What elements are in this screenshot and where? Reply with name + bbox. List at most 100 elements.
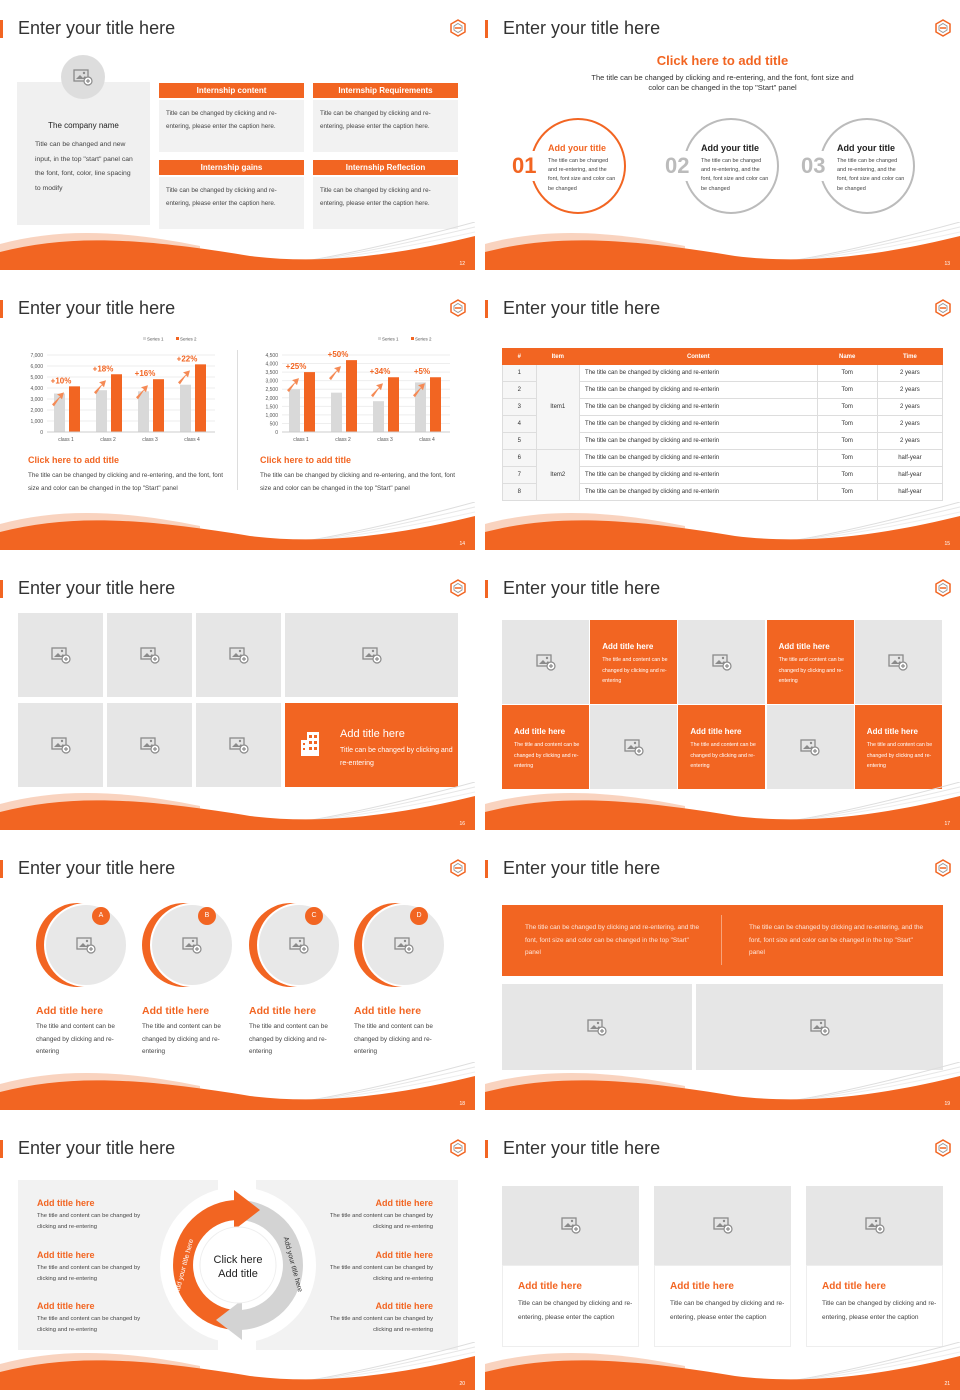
chart-divider — [237, 350, 238, 490]
image-icon — [587, 1018, 607, 1036]
image-placeholder[interactable] — [362, 903, 446, 987]
growth-arrow — [413, 383, 425, 398]
slide-title[interactable]: Enter your title here — [18, 1138, 176, 1158]
column-header[interactable]: Time — [876, 348, 944, 365]
image-icon — [361, 646, 382, 664]
image-placeholder[interactable] — [678, 620, 766, 704]
right-item-title: Add title here — [375, 1198, 433, 1208]
slide-title[interactable]: Enter your title here — [503, 18, 661, 38]
column-header[interactable]: # — [502, 348, 537, 365]
slide-title[interactable]: Enter your title here — [503, 858, 661, 878]
image-placeholder[interactable] — [502, 620, 589, 704]
slide-21[interactable]: Add title here Title can be changed by cl… — [485, 1120, 960, 1390]
image-placeholder[interactable] — [854, 620, 942, 704]
image-icon — [73, 68, 93, 86]
image-placeholder[interactable] — [107, 703, 192, 787]
center-text: Click here — [214, 1254, 263, 1266]
x-tick-label: class 3 — [377, 437, 393, 443]
slide-title[interactable]: Enter your title here — [503, 298, 661, 318]
card-title: Add title here — [518, 1281, 582, 1292]
image-placeholder[interactable] — [18, 703, 103, 787]
title-accent-bar — [485, 580, 488, 598]
slide-18[interactable]: A Add title here The title and content can… — [0, 840, 475, 1110]
image-placeholder[interactable] — [44, 903, 128, 987]
image-placeholder[interactable] — [150, 903, 234, 987]
bar-series-2 — [195, 364, 206, 432]
slide-19[interactable]: The title can be changed by clicking and… — [485, 840, 960, 1110]
orange-tile[interactable] — [678, 705, 766, 789]
image-placeholder[interactable] — [654, 1186, 791, 1265]
bar-series-2 — [153, 379, 164, 432]
slide-title[interactable]: Enter your title here — [18, 18, 176, 38]
legend-swatch — [411, 337, 414, 340]
logo-icon — [934, 579, 952, 597]
time-cell: 2 years — [876, 415, 944, 433]
orange-tile[interactable] — [766, 620, 854, 704]
image-placeholder[interactable] — [196, 613, 281, 697]
y-tick-label: 2,000 — [30, 408, 43, 414]
bottom-wave-decoration — [485, 501, 960, 550]
legend-label: Series 2 — [415, 337, 432, 342]
name-cell: Tom — [816, 415, 878, 433]
image-placeholder[interactable] — [285, 613, 458, 697]
growth-label: +18% — [93, 364, 114, 373]
image-icon — [560, 1217, 581, 1234]
building-icon — [298, 730, 326, 763]
y-tick-label: 2,000 — [265, 396, 278, 402]
x-tick-label: class 2 — [335, 437, 351, 443]
arrowhead-icon — [234, 1190, 260, 1230]
bar-series-2 — [304, 372, 315, 432]
growth-arrow — [136, 385, 148, 400]
left-item-text: The title and content can be changed by … — [37, 1316, 141, 1333]
slide-title[interactable]: Enter your title here — [18, 578, 176, 598]
tile-title: Add title here — [602, 642, 654, 651]
slide-title[interactable]: Enter your title here — [18, 298, 176, 318]
slide-12[interactable]: The company name Title can be changed and… — [0, 0, 475, 270]
company-logo-placeholder[interactable] — [61, 55, 105, 99]
item-title: Add title here — [249, 1005, 317, 1017]
image-placeholder[interactable] — [696, 984, 943, 1070]
name-cell: Tom — [816, 364, 878, 382]
image-placeholder[interactable] — [502, 1186, 639, 1265]
x-tick-label: class 1 — [293, 437, 309, 443]
image-icon — [50, 736, 71, 754]
image-icon — [624, 738, 644, 756]
image-placeholder[interactable] — [806, 1186, 943, 1265]
item-badge: B — [198, 907, 216, 925]
step-title: Add your title — [701, 143, 759, 153]
title-accent-bar — [485, 860, 488, 878]
page-number: 15 — [944, 541, 950, 547]
slide-17[interactable]: Add title here The title and content can … — [485, 560, 960, 830]
image-placeholder[interactable] — [257, 903, 341, 987]
time-cell: 2 years — [876, 432, 944, 450]
image-placeholder[interactable] — [107, 613, 192, 697]
item-cell: Item1 — [535, 364, 581, 450]
image-placeholder[interactable] — [590, 705, 678, 789]
slide-title[interactable]: Enter your title here — [503, 578, 661, 598]
title-accent-bar — [485, 300, 488, 318]
column-header[interactable]: Content — [579, 348, 818, 365]
image-icon — [864, 1217, 885, 1234]
orange-tile[interactable] — [590, 620, 678, 704]
column-header[interactable]: Name — [816, 348, 878, 365]
image-placeholder[interactable] — [196, 703, 281, 787]
slide-title[interactable]: Enter your title here — [18, 858, 176, 878]
column-header[interactable]: Item — [535, 348, 581, 365]
image-placeholder[interactable] — [502, 984, 692, 1070]
step-number: 01 — [512, 151, 537, 181]
slide-20[interactable]: Add title here The title and content can … — [0, 1120, 475, 1390]
table-row: 6 Item2 The title can be changed by clicki… — [502, 449, 944, 501]
slide-16[interactable]: Add title here Title can be changed by cl… — [0, 560, 475, 830]
card-body — [806, 1265, 943, 1347]
orange-tile[interactable] — [854, 705, 942, 789]
slide-15[interactable]: # Item Content Name Time 1 Item1 The title can … — [485, 280, 960, 550]
tile-title: Add title here — [866, 727, 918, 736]
x-tick-label: class 1 — [58, 437, 74, 443]
slide-13[interactable]: Click here to add title The title can be … — [485, 0, 960, 270]
slide-title[interactable]: Enter your title here — [503, 1138, 661, 1158]
image-placeholder[interactable] — [18, 613, 103, 697]
bottom-wave-decoration — [0, 1061, 475, 1110]
orange-tile[interactable] — [502, 705, 589, 789]
slide-14[interactable]: 0 1,000 2,000 3,000 4,000 5,000 6,000 7,000 Seri… — [0, 280, 475, 550]
image-placeholder[interactable] — [766, 705, 854, 789]
